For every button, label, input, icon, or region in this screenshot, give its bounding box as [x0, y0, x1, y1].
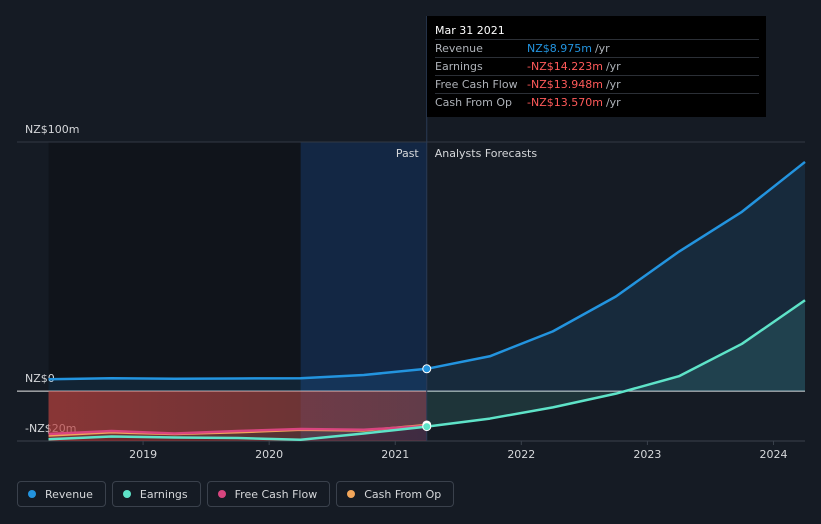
tooltip-unit: /yr: [605, 60, 621, 73]
y-tick-label: NZ$0: [25, 372, 55, 385]
legend-label: Revenue: [45, 487, 93, 501]
tooltip-unit: /yr: [605, 78, 621, 91]
series-line: [48, 424, 427, 436]
legend: Revenue Earnings Free Cash Flow Cash From O…: [17, 481, 455, 507]
y-tick-label: NZ$100m: [25, 123, 79, 136]
point-marker: [422, 364, 432, 374]
tooltip-value: NZ$8.975m: [527, 42, 592, 55]
tooltip-value: -NZ$13.948m: [527, 78, 603, 91]
legend-item[interactable]: Revenue: [17, 481, 106, 507]
tooltip-value: -NZ$14.223m: [527, 60, 603, 73]
legend-item[interactable]: Cash From Op: [336, 481, 455, 507]
tooltip-label: Revenue: [435, 42, 483, 55]
legend-swatch: [122, 490, 131, 498]
tooltip-label: Cash From Op: [435, 96, 513, 109]
tooltip-label: Earnings: [435, 60, 483, 73]
legend-item[interactable]: Earnings: [111, 481, 201, 507]
legend-swatch: [347, 490, 356, 498]
x-tick-label: 2024: [759, 448, 787, 461]
tooltip-row: Free Cash Flow -NZ$13.948m/yr: [435, 75, 759, 93]
legend-swatch: [28, 490, 36, 498]
tooltip-label: Free Cash Flow: [435, 78, 518, 91]
tooltip: Mar 31 2021 Revenue NZ$8.975m/yr Earnings -…: [427, 16, 766, 117]
legend-swatch: [217, 490, 226, 498]
series-area: [48, 161, 805, 392]
tooltip-row: Cash From Op -NZ$13.570m/yr: [435, 93, 759, 111]
legend-label: Free Cash Flow: [234, 487, 318, 501]
legend-label: Earnings: [139, 487, 188, 501]
x-tick-label: 2021: [381, 448, 409, 461]
x-tick-label: 2023: [633, 448, 661, 461]
forecast-label: Analysts Forecasts: [435, 147, 538, 160]
point-marker: [422, 422, 432, 432]
x-tick-label: 2019: [129, 448, 157, 461]
past-label: Past: [396, 147, 420, 160]
x-tick-label: 2022: [507, 448, 535, 461]
tooltip-row: Earnings -NZ$14.223m/yr: [435, 57, 759, 75]
tooltip-row: Revenue NZ$8.975m/yr: [435, 39, 759, 57]
legend-item[interactable]: Free Cash Flow: [206, 481, 331, 507]
tooltip-value: -NZ$13.570m: [527, 96, 603, 109]
tooltip-unit: /yr: [605, 96, 621, 109]
legend-label: Cash From Op: [364, 487, 442, 501]
tooltip-date: Mar 31 2021: [435, 24, 505, 37]
tooltip-unit: /yr: [594, 42, 610, 55]
x-tick-label: 2020: [255, 448, 283, 461]
